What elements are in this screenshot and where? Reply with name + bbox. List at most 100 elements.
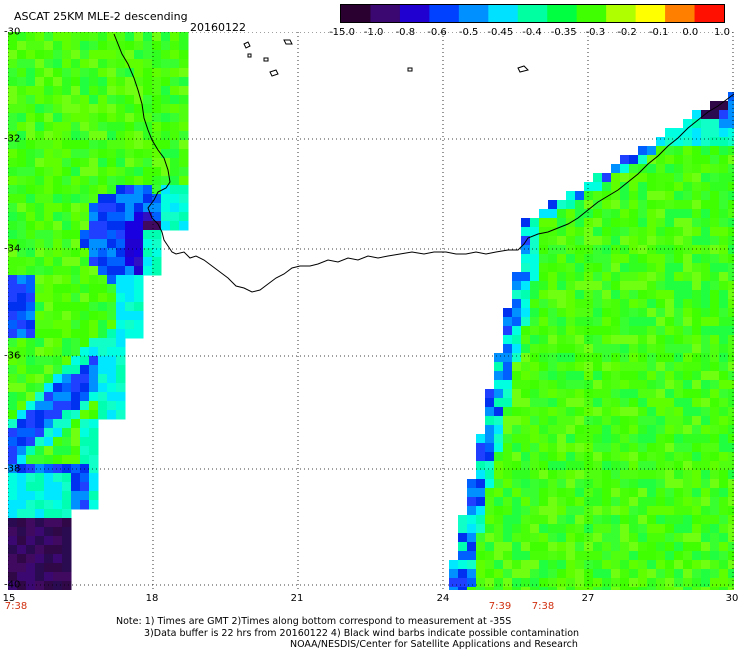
- swath-cell: [530, 578, 540, 588]
- swath-cell: [8, 518, 18, 528]
- swath-cell: [728, 128, 734, 138]
- swath-cell: [98, 248, 108, 258]
- swath-cell: [71, 95, 81, 105]
- swath-cell: [638, 389, 648, 399]
- swath-cell: [593, 245, 603, 255]
- swath-cell: [719, 335, 729, 345]
- swath-cell: [602, 452, 612, 462]
- swath-cell: [638, 272, 648, 282]
- swath-cell: [665, 416, 675, 426]
- swath-cell: [71, 392, 81, 402]
- swath-cell: [530, 371, 540, 381]
- swath-cell: [566, 308, 576, 318]
- swath-cell: [584, 407, 594, 417]
- swath-cell: [647, 299, 657, 309]
- swath-cell: [152, 86, 162, 96]
- swath-cell: [683, 191, 693, 201]
- swath-cell: [620, 182, 630, 192]
- swath-cell: [575, 362, 585, 372]
- swath-cell: [62, 149, 72, 159]
- swath-cell: [620, 425, 630, 435]
- swath-cell: [71, 401, 81, 411]
- swath-cell: [557, 236, 567, 246]
- swath-cell: [665, 515, 675, 525]
- swath-cell: [143, 248, 153, 258]
- swath-cell: [602, 533, 612, 543]
- swath-cell: [521, 533, 531, 543]
- swath-cell: [593, 488, 603, 498]
- swath-cell: [638, 290, 648, 300]
- swath-cell: [98, 50, 108, 60]
- swath-cell: [53, 194, 63, 204]
- swath-cell: [557, 434, 567, 444]
- swath-cell: [8, 536, 18, 546]
- swath-cell: [647, 587, 657, 590]
- swath-cell: [710, 146, 720, 156]
- swath-cell: [539, 488, 549, 498]
- swath-cell: [674, 245, 684, 255]
- swath-cell: [53, 374, 63, 384]
- swath-cell: [710, 398, 720, 408]
- swath-cell: [53, 41, 63, 51]
- swath-cell: [476, 560, 486, 570]
- swath-cell: [62, 86, 72, 96]
- swath-cell: [548, 263, 558, 273]
- swath-cell: [161, 212, 171, 222]
- swath-cell: [8, 437, 18, 447]
- swath-cell: [620, 470, 630, 480]
- swath-cell: [719, 101, 729, 111]
- swath-cell: [107, 392, 117, 402]
- swath-cell: [62, 59, 72, 69]
- swath-cell: [107, 41, 117, 51]
- swath-cell: [674, 398, 684, 408]
- swath-cell: [26, 545, 36, 555]
- swath-cell: [494, 443, 504, 453]
- swath-cell: [557, 308, 567, 318]
- swath-cell: [665, 389, 675, 399]
- swath-cell: [503, 380, 513, 390]
- swath-cell: [683, 434, 693, 444]
- swath-cell: [485, 542, 495, 552]
- swath-cell: [62, 95, 72, 105]
- swath-cell: [665, 371, 675, 381]
- swath-cell: [80, 365, 90, 375]
- swath-cell: [719, 281, 729, 291]
- swath-cell: [728, 578, 734, 588]
- swath-cell: [89, 95, 99, 105]
- swath-cell: [80, 77, 90, 87]
- swath-cell: [629, 452, 639, 462]
- swath-cell: [674, 452, 684, 462]
- swath-cell: [638, 515, 648, 525]
- swath-cell: [53, 311, 63, 321]
- swath-cell: [521, 254, 531, 264]
- swath-cell: [602, 326, 612, 336]
- swath-cell: [35, 95, 45, 105]
- swath-cell: [494, 398, 504, 408]
- swath-cell: [521, 407, 531, 417]
- swath-cell: [566, 317, 576, 327]
- swath-cell: [512, 551, 522, 561]
- swath-cell: [71, 266, 81, 276]
- swath-cell: [548, 380, 558, 390]
- swath-cell: [44, 527, 54, 537]
- swath-cell: [620, 164, 630, 174]
- swath-cell: [512, 524, 522, 534]
- swath-cell: [665, 425, 675, 435]
- swath-cell: [728, 155, 734, 165]
- swath-cell: [62, 302, 72, 312]
- swath-cell: [638, 299, 648, 309]
- swath-cell: [575, 497, 585, 507]
- swath-cell: [656, 146, 666, 156]
- swath-cell: [467, 578, 477, 588]
- swath-cell: [8, 482, 18, 492]
- swath-cell: [161, 32, 171, 42]
- swath-cell: [116, 329, 126, 339]
- swath-cell: [62, 77, 72, 87]
- swath-cell: [719, 155, 729, 165]
- swath-cell: [125, 284, 135, 294]
- swath-cell: [629, 569, 639, 579]
- swath-cell: [638, 542, 648, 552]
- swath-cell: [35, 392, 45, 402]
- swath-cell: [638, 524, 648, 534]
- swath-cell: [62, 347, 72, 357]
